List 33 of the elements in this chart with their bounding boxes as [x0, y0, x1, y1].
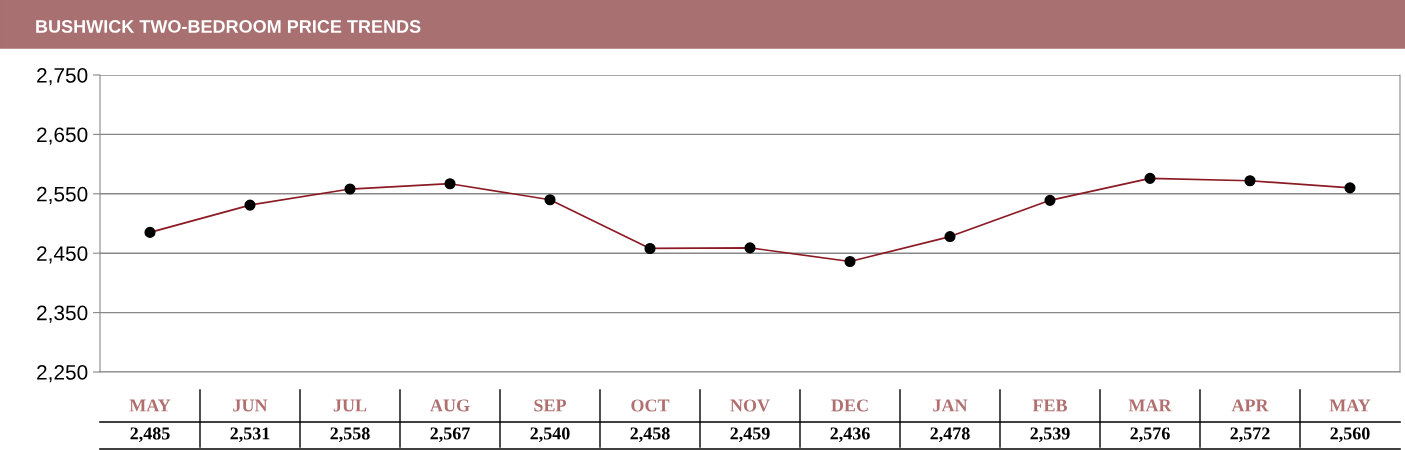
x-tick-label: JAN	[933, 399, 968, 412]
x-tick-label: MAY	[1329, 399, 1371, 412]
x-tick-label: MAR	[1128, 399, 1172, 412]
text: 2,531	[230, 427, 270, 443]
text: 2,567	[430, 427, 470, 443]
text: 2,459	[730, 427, 770, 443]
x-tick-label: MAY	[129, 399, 171, 412]
x-tick-label: OCT	[631, 399, 670, 412]
text: 2,560	[1330, 427, 1370, 443]
x-tick-label: APR	[1231, 399, 1269, 412]
y-tick-label: 2,750	[37, 68, 88, 86]
x-tick-label: AUG	[430, 399, 470, 412]
y-tick-label: 2,350	[37, 305, 88, 323]
chart-title: BUSHWICK TWO-BEDROOM PRICE TRENDS	[36, 20, 421, 33]
x-tick-label: NOV	[730, 399, 770, 412]
x-tick-label: FEB	[1032, 399, 1068, 412]
text: 2,540	[530, 427, 570, 443]
text: 2,478	[930, 427, 970, 443]
text: 2,572	[1230, 427, 1270, 443]
text: 2,485	[130, 427, 170, 443]
text: 2,436	[830, 427, 870, 443]
y-tick-label: 2,250	[37, 365, 88, 383]
x-tick-label: JUL	[333, 399, 367, 412]
x-tick-label: DEC	[831, 399, 868, 412]
x-tick-label: JUN	[233, 399, 268, 412]
y-tick-label: 2,450	[37, 246, 88, 264]
y-tick-label: 2,550	[37, 186, 88, 205]
y-tick-label: 2,650	[37, 127, 88, 145]
text: 2,558	[330, 427, 370, 443]
text: 2,576	[1130, 427, 1170, 443]
text: 2,539	[1030, 427, 1070, 443]
x-tick-label: SEP	[534, 399, 567, 412]
text: 2,458	[630, 427, 670, 443]
